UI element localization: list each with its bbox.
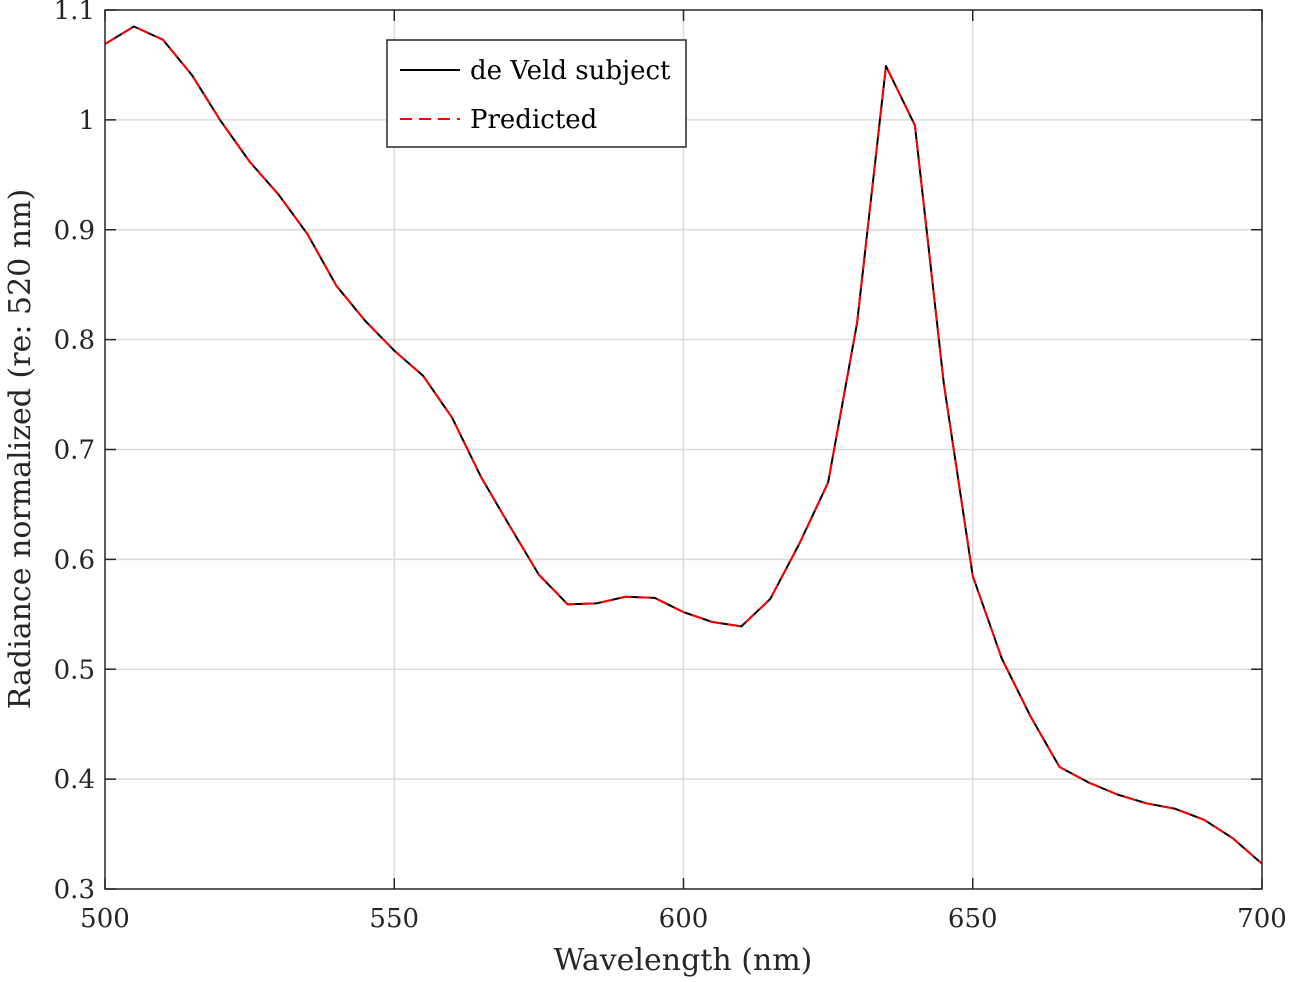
y-tick-label: 0.6 bbox=[54, 545, 95, 575]
legend-box bbox=[386, 39, 687, 148]
y-axis-title: Radiance normalized (re: 520 nm) bbox=[3, 189, 38, 710]
y-tick-label: 0.7 bbox=[54, 436, 95, 466]
y-tick-label: 0.5 bbox=[54, 655, 95, 685]
x-tick-label: 550 bbox=[369, 904, 419, 934]
y-tick-label: 0.3 bbox=[54, 875, 95, 905]
y-tick-label: 1 bbox=[78, 106, 95, 136]
x-tick-label: 700 bbox=[1237, 904, 1287, 934]
y-tick-labels: 0.3 0.4 0.5 0.6 0.7 0.8 0.9 1 1.1 bbox=[54, 0, 95, 905]
y-tick-label: 1.1 bbox=[54, 0, 95, 26]
y-tick-label: 0.8 bbox=[54, 326, 95, 356]
y-tick-label: 0.4 bbox=[54, 765, 95, 795]
legend-label-series-2: Predicted bbox=[470, 105, 597, 135]
plot-frame bbox=[104, 9, 1263, 890]
x-tick-label: 500 bbox=[80, 904, 130, 934]
x-tick-labels: 500 550 600 650 700 bbox=[80, 904, 1287, 934]
x-tick-label: 650 bbox=[948, 904, 998, 934]
x-axis-title: Wavelength (nm) bbox=[554, 943, 813, 978]
legend-label-series-1: de Veld subject bbox=[470, 56, 671, 86]
series-line-2 bbox=[104, 25, 1263, 865]
x-tick-label: 600 bbox=[659, 904, 709, 934]
legend: de Veld subject Predicted bbox=[386, 39, 687, 148]
series-lines bbox=[104, 25, 1263, 865]
y-tick-label: 0.9 bbox=[54, 216, 95, 246]
